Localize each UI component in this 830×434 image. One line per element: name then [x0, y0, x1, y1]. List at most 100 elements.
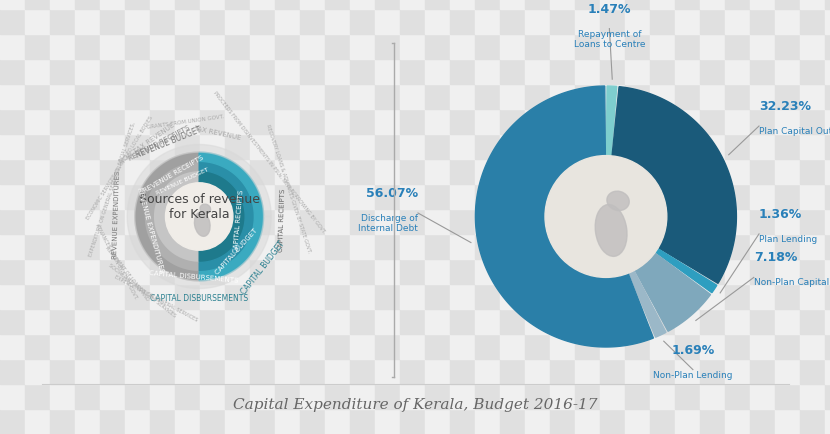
- Bar: [825, 234, 830, 260]
- Bar: [700, 210, 725, 234]
- Bar: [25, 0, 50, 10]
- Bar: [350, 359, 375, 384]
- Bar: [175, 210, 200, 234]
- Bar: [600, 359, 625, 384]
- Bar: [375, 284, 400, 309]
- Bar: [75, 135, 100, 160]
- Bar: [550, 334, 575, 359]
- Polygon shape: [476, 87, 653, 347]
- Bar: [375, 110, 400, 135]
- Bar: [300, 359, 325, 384]
- Bar: [50, 384, 75, 409]
- Bar: [650, 184, 675, 210]
- Bar: [600, 260, 625, 284]
- Bar: [575, 234, 600, 260]
- Bar: [475, 60, 500, 85]
- Bar: [575, 284, 600, 309]
- Bar: [25, 35, 50, 60]
- Bar: [175, 160, 200, 184]
- Bar: [775, 110, 800, 135]
- Bar: [250, 35, 275, 60]
- Bar: [500, 284, 525, 309]
- Bar: [350, 309, 375, 334]
- Bar: [225, 210, 250, 234]
- Bar: [400, 135, 425, 160]
- Bar: [375, 409, 400, 434]
- Bar: [425, 0, 450, 10]
- Bar: [750, 184, 775, 210]
- Bar: [500, 35, 525, 60]
- Bar: [700, 184, 725, 210]
- Bar: [325, 10, 350, 35]
- Bar: [50, 284, 75, 309]
- Bar: [800, 160, 825, 184]
- Bar: [350, 85, 375, 110]
- Bar: [150, 184, 175, 210]
- Bar: [200, 210, 225, 234]
- Bar: [75, 384, 100, 409]
- Bar: [275, 135, 300, 160]
- Bar: [675, 160, 700, 184]
- Bar: [25, 234, 50, 260]
- Bar: [125, 234, 150, 260]
- Bar: [75, 35, 100, 60]
- Bar: [425, 359, 450, 384]
- Bar: [50, 409, 75, 434]
- Bar: [725, 184, 750, 210]
- Bar: [650, 135, 675, 160]
- Bar: [300, 309, 325, 334]
- Bar: [125, 85, 150, 110]
- Bar: [250, 234, 275, 260]
- Bar: [475, 0, 500, 10]
- Bar: [500, 184, 525, 210]
- Text: 7.18%: 7.18%: [754, 251, 797, 264]
- Bar: [825, 85, 830, 110]
- Bar: [525, 260, 550, 284]
- Bar: [625, 135, 650, 160]
- Bar: [125, 160, 150, 184]
- Bar: [250, 0, 275, 10]
- Bar: [725, 234, 750, 260]
- Bar: [575, 110, 600, 135]
- Ellipse shape: [595, 205, 627, 257]
- Bar: [450, 384, 475, 409]
- Bar: [775, 384, 800, 409]
- Bar: [800, 184, 825, 210]
- Bar: [750, 135, 775, 160]
- Bar: [175, 234, 200, 260]
- Bar: [750, 409, 775, 434]
- Bar: [775, 184, 800, 210]
- Bar: [650, 160, 675, 184]
- Bar: [775, 85, 800, 110]
- Bar: [525, 359, 550, 384]
- Bar: [175, 284, 200, 309]
- Bar: [650, 234, 675, 260]
- Bar: [475, 234, 500, 260]
- Bar: [150, 309, 175, 334]
- Text: REPAYMENT OF LOANS AND: REPAYMENT OF LOANS AND: [104, 245, 149, 302]
- Bar: [800, 110, 825, 135]
- Bar: [175, 0, 200, 10]
- Bar: [200, 260, 225, 284]
- Bar: [100, 234, 125, 260]
- Bar: [225, 35, 250, 60]
- Text: 32.23%: 32.23%: [759, 100, 811, 113]
- Bar: [100, 135, 125, 160]
- Bar: [600, 60, 625, 85]
- Bar: [325, 384, 350, 409]
- Bar: [125, 260, 150, 284]
- Bar: [175, 184, 200, 210]
- Bar: [450, 234, 475, 260]
- Bar: [700, 85, 725, 110]
- Bar: [325, 260, 350, 284]
- Bar: [300, 160, 325, 184]
- Bar: [250, 60, 275, 85]
- Bar: [600, 0, 625, 10]
- Circle shape: [165, 184, 233, 250]
- Text: RECOVERY LOANS & ADVANCES GIVEN BY STATE GOVT.: RECOVERY LOANS & ADVANCES GIVEN BY STATE…: [265, 123, 311, 253]
- Bar: [450, 85, 475, 110]
- Bar: [425, 10, 450, 35]
- Bar: [825, 359, 830, 384]
- Bar: [375, 384, 400, 409]
- Text: EXPENDITURE ON GENERAL SERVICES, SOCIAL SERVICES,: EXPENDITURE ON GENERAL SERVICES, SOCIAL …: [88, 121, 136, 256]
